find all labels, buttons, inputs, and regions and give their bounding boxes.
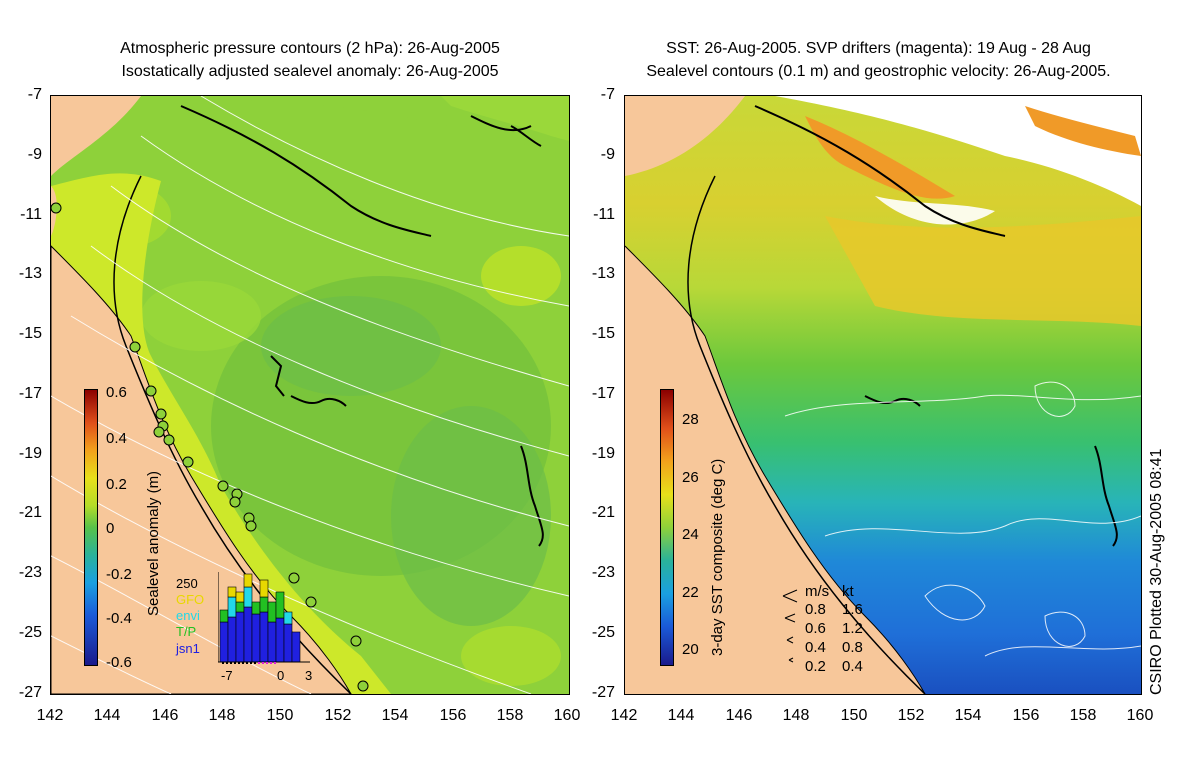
right-cb-tick: 22 — [682, 584, 699, 601]
left-xtick: 144 — [93, 707, 121, 724]
left-xtick: 156 — [439, 707, 467, 724]
left-xtick: 148 — [208, 707, 236, 724]
right-colorbar-label: 3-day SST composite (deg C) — [709, 458, 726, 656]
inset-legend-tp: T/P — [176, 624, 197, 639]
right-ytick: -15 — [591, 325, 615, 342]
right-xtick: 158 — [1069, 707, 1097, 724]
velocity-legend-kt: 0.4 — [842, 658, 863, 675]
left-xtick: 158 — [496, 707, 524, 724]
right-xtick: 150 — [840, 707, 868, 724]
inset-ymax-label: 250 — [176, 576, 198, 591]
left-title-line2: Isostatically adjusted sealevel anomaly:… — [121, 63, 499, 80]
left-colorbar — [84, 389, 98, 666]
left-title-line1: Atmospheric pressure contours (2 hPa): 2… — [120, 40, 500, 57]
right-ytick: -11 — [593, 206, 615, 223]
left-cb-tick: -0.2 — [106, 566, 132, 583]
left-cb-tick: 0.4 — [106, 430, 127, 447]
right-ytick: -7 — [600, 86, 615, 103]
left-ytick: -13 — [18, 265, 42, 282]
right-ytick: -27 — [591, 684, 615, 701]
left-ytick: -11 — [20, 206, 42, 223]
velocity-legend-ms: 0.2 — [805, 658, 826, 675]
left-land-australia — [51, 96, 141, 176]
velocity-legend-header-kt: kt — [842, 583, 854, 600]
right-title-line1: SST: 26-Aug-2005. SVP drifters (magenta)… — [666, 40, 1091, 57]
right-xtick: 156 — [1012, 707, 1040, 724]
inset-legend-envi: envi — [176, 608, 200, 623]
left-cb-tick: -0.6 — [106, 654, 132, 671]
left-xtick: 154 — [381, 707, 409, 724]
left-ytick: -19 — [18, 445, 42, 462]
plot-credit: CSIRO Plotted 30-Aug-2005 08:41 — [1148, 448, 1165, 695]
left-xtick: 150 — [266, 707, 294, 724]
inset-xtick: 0 — [277, 668, 285, 683]
left-xtick: 146 — [151, 707, 179, 724]
right-ytick: -13 — [591, 265, 615, 282]
velocity-legend-ms: 0.8 — [805, 601, 826, 618]
left-ytick: -25 — [18, 624, 42, 641]
right-xtick: 144 — [667, 707, 695, 724]
left-ytick: -17 — [18, 385, 42, 402]
inset-legend-jsn1: jsn1 — [176, 641, 200, 656]
left-cb-tick: 0 — [106, 520, 115, 537]
left-cb-tick: -0.4 — [106, 610, 132, 627]
left-ytick: -15 — [18, 325, 42, 342]
left-xtick: 152 — [324, 707, 352, 724]
left-xtick: 142 — [36, 707, 64, 724]
left-ytick: -21 — [18, 504, 42, 521]
right-ytick: -9 — [600, 146, 615, 163]
right-title-line2: Sealevel contours (0.1 m) and geostrophi… — [646, 63, 1111, 80]
left-ytick: -27 — [18, 684, 42, 701]
velocity-legend-kt: 0.8 — [842, 639, 863, 656]
right-cb-tick: 28 — [682, 411, 699, 428]
right-colorbar — [660, 389, 674, 666]
velocity-legend-kt: 1.2 — [842, 620, 863, 637]
velocity-legend-ms: 0.4 — [805, 639, 826, 656]
inset-xtick: 3 — [305, 668, 313, 683]
inset-legend-gfo: GFO — [176, 592, 205, 607]
right-ytick: -23 — [591, 564, 615, 581]
inset-xtick: -7 — [221, 668, 233, 683]
left-ytick: -23 — [18, 564, 42, 581]
right-xtick: 146 — [725, 707, 753, 724]
right-cb-tick: 24 — [682, 526, 699, 543]
right-xtick: 152 — [897, 707, 925, 724]
right-xtick: 142 — [610, 707, 638, 724]
right-xtick: 148 — [782, 707, 810, 724]
left-colorbar-label: Sealevel anomaly (m) — [145, 470, 162, 616]
left-map: 0.6 0.4 0.2 0 -0.2 -0.4 -0.6 Sealevel an… — [50, 95, 570, 695]
left-ytick: -9 — [27, 146, 42, 163]
left-cb-tick: 0.2 — [106, 476, 127, 493]
velocity-legend-ms: 0.6 — [805, 620, 826, 637]
right-cb-tick: 20 — [682, 641, 699, 658]
right-ytick: -21 — [591, 504, 615, 521]
left-cb-tick: 0.6 — [106, 384, 127, 401]
right-ytick: -25 — [591, 624, 615, 641]
right-map: 28 26 24 22 20 3-day SST composite (deg … — [624, 95, 1142, 695]
left-xtick: 160 — [553, 707, 581, 724]
right-land-australia — [625, 96, 745, 176]
right-xtick: 160 — [1126, 707, 1154, 724]
inset-histogram — [218, 572, 310, 664]
right-ytick: -17 — [591, 385, 615, 402]
left-ytick: -7 — [27, 86, 42, 103]
velocity-legend-kt: 1.6 — [842, 601, 863, 618]
right-ytick: -19 — [591, 445, 615, 462]
velocity-legend-header-ms: m/s — [805, 583, 830, 600]
right-cb-tick: 26 — [682, 469, 699, 486]
right-xtick: 154 — [954, 707, 982, 724]
